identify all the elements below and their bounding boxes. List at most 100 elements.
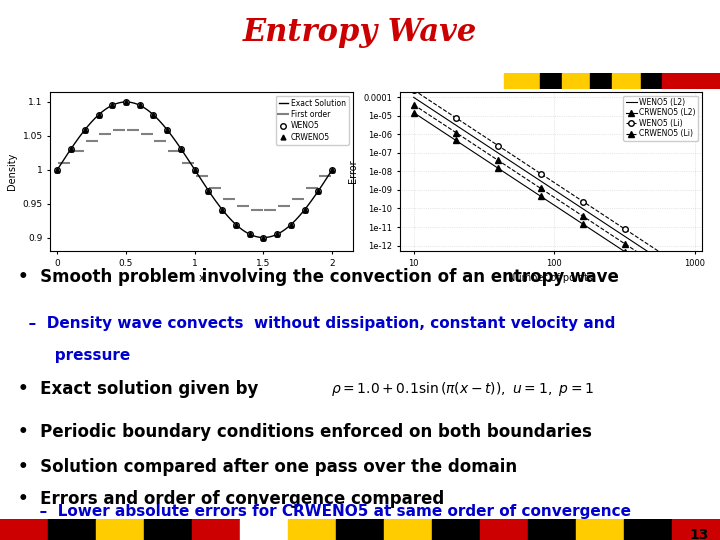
CRWENO5 — [273, 231, 282, 238]
First order — [184, 160, 192, 167]
WENO5 (L2) — [579, 206, 588, 212]
WENO5 — [314, 187, 323, 194]
First order — [225, 195, 233, 202]
WENO5 — [81, 127, 89, 133]
First order — [280, 202, 289, 209]
Text: –  Lower absolute errors for CRWENO5 at same order of convergence: – Lower absolute errors for CRWENO5 at s… — [29, 504, 631, 519]
CRWENO5 (L2) — [621, 249, 630, 255]
Text: U  N  I  V  E  R  S  I  T  Y    O  F    M  A  R  Y  L  A  N  D: U N I V E R S I T Y O F M A R Y L A N D — [109, 77, 395, 85]
First order — [321, 173, 330, 179]
Text: •  Periodic boundary conditions enforced on both boundaries: • Periodic boundary conditions enforced … — [18, 423, 592, 441]
WENO5 — [273, 231, 282, 238]
Exact Solution — [186, 159, 194, 166]
CRWENO5 — [300, 206, 309, 213]
First order — [307, 185, 316, 192]
Bar — [562, 73, 590, 89]
First order — [266, 207, 274, 213]
CRWENO5 — [204, 187, 213, 194]
WENO5 — [259, 234, 268, 241]
First order — [114, 126, 123, 133]
First order — [73, 148, 82, 154]
CRWENO5 (L2) — [579, 221, 588, 227]
Bar — [504, 73, 540, 89]
Bar — [144, 519, 192, 540]
Line: CRWENO5 (L2): CRWENO5 (L2) — [411, 110, 670, 282]
Legend: Exact Solution, First order, WENO5, CRWENO5: Exact Solution, First order, WENO5, CRWE… — [276, 96, 349, 145]
WENO5 — [176, 146, 185, 152]
WENO5 (Li) — [410, 87, 418, 93]
Exact Solution — [328, 166, 336, 173]
First order — [60, 160, 68, 167]
Line: WENO5 (L2): WENO5 (L2) — [414, 97, 667, 265]
Text: •  Errors and order of convergence compared: • Errors and order of convergence compar… — [18, 490, 444, 508]
Exact Solution — [259, 234, 268, 241]
Line: WENO5 (Li): WENO5 (Li) — [411, 87, 670, 260]
Bar — [480, 519, 528, 540]
WENO5 — [135, 102, 144, 109]
First order — [87, 138, 96, 144]
Text: •  Exact solution given by: • Exact solution given by — [18, 381, 258, 399]
Bar — [662, 73, 720, 89]
CRWENO5 — [122, 99, 130, 105]
Bar — [641, 73, 662, 89]
WENO5 (Li) — [536, 171, 545, 177]
Y-axis label: Density: Density — [7, 153, 17, 190]
WENO5 (L2) — [663, 261, 672, 268]
Bar — [528, 519, 576, 540]
Bar — [384, 519, 432, 540]
Line: First order: First order — [58, 124, 331, 215]
CRWENO5 (L2) — [410, 110, 418, 116]
First order — [294, 195, 302, 202]
CRWENO5 — [328, 166, 336, 173]
WENO5 — [190, 166, 199, 173]
First order — [143, 130, 151, 137]
CRWENO5 (L2) — [663, 276, 672, 283]
WENO5 (Li) — [451, 114, 460, 121]
Bar — [96, 519, 144, 540]
Exact Solution — [279, 227, 288, 234]
CRWENO5 — [314, 187, 323, 194]
Bar — [576, 519, 624, 540]
Bar — [590, 73, 612, 89]
WENO5 (L2) — [621, 233, 630, 240]
First order — [197, 173, 206, 179]
WENO5 — [287, 221, 295, 228]
First order — [101, 130, 109, 137]
X-axis label: Number of points: Number of points — [508, 273, 593, 284]
Bar — [540, 73, 562, 89]
Bar — [48, 519, 96, 540]
Bar — [336, 519, 384, 540]
Bar — [624, 519, 672, 540]
First order — [238, 202, 247, 209]
Exact Solution — [184, 157, 193, 163]
First order — [170, 148, 179, 154]
CRWENO5 — [259, 234, 268, 241]
Text: Entropy Wave: Entropy Wave — [243, 17, 477, 48]
CRWENO5 — [53, 166, 62, 173]
Line: WENO5: WENO5 — [55, 99, 335, 240]
CRWENO5 — [163, 127, 171, 133]
WENO5 — [246, 231, 254, 238]
Text: 13: 13 — [690, 528, 709, 540]
Bar — [612, 73, 641, 89]
Text: –  Density wave convects  without dissipation, constant velocity and: – Density wave convects without dissipat… — [18, 316, 616, 332]
Bar — [0, 519, 48, 540]
WENO5 (L2) — [451, 122, 460, 129]
WENO5 — [122, 99, 130, 105]
Text: $\rho=1.0+0.1\sin\left(\pi\left(x-t\right)\right),\ u=1,\ p=1$: $\rho=1.0+0.1\sin\left(\pi\left(x-t\righ… — [331, 381, 595, 399]
WENO5 — [94, 112, 103, 118]
Exact Solution — [217, 205, 226, 212]
WENO5 — [149, 112, 158, 118]
CRWENO5 — [94, 112, 103, 118]
WENO5 (Li) — [663, 254, 672, 260]
WENO5 (Li) — [579, 198, 588, 205]
CRWENO5 (Li) — [536, 185, 545, 192]
First order — [252, 207, 261, 213]
WENO5 — [204, 187, 213, 194]
WENO5 — [108, 102, 117, 109]
CRWENO5 (Li) — [663, 269, 672, 275]
CRWENO5 (Li) — [451, 130, 460, 136]
Text: •  Solution compared after one pass over the domain: • Solution compared after one pass over … — [18, 458, 517, 476]
CRWENO5 (L2) — [536, 193, 545, 199]
WENO5 (L2) — [494, 150, 503, 157]
